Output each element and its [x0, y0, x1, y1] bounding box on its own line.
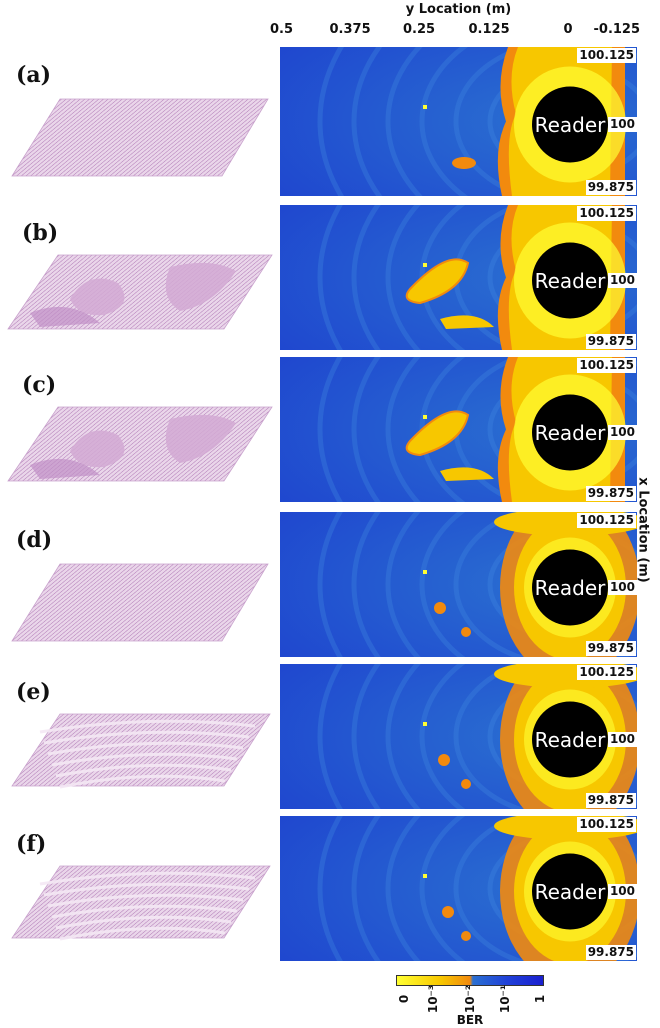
metasurface-plate [11, 563, 269, 642]
panel-label: (c) [22, 372, 57, 398]
y-tick-label: 100.125 [577, 358, 636, 373]
reader-annotation: Reader [534, 727, 606, 752]
metasurface-plate [11, 865, 271, 941]
x-tick-label: 0.5 [270, 22, 294, 37]
metasurface-plate [7, 406, 273, 482]
reader-annotation: Reader [534, 268, 606, 293]
colorbar-tick: 1 [533, 994, 547, 1004]
reader-disk [532, 701, 608, 778]
reader-disk [532, 394, 608, 471]
y-tick-label: 100 [607, 424, 637, 440]
reader-annotation: Reader [534, 575, 606, 600]
x-axis-title: y Location (m) [405, 2, 512, 17]
panel-label: (e) [16, 679, 51, 705]
y-tick-label: 100.125 [577, 665, 636, 680]
metasurface-plate [7, 254, 273, 330]
panel-label: (a) [16, 62, 52, 88]
reader-disk [532, 549, 608, 626]
y-tick-label: 100.125 [577, 48, 636, 63]
y-tick-label: 100 [607, 579, 637, 595]
y-tick-label: 100.125 [577, 513, 636, 528]
colorbar-tick: 10⁻² [463, 984, 477, 1014]
y-tick-label: 100.125 [577, 206, 636, 221]
x-tick-label: 0.125 [468, 22, 510, 37]
colorbar-tick: 10⁻³ [426, 984, 440, 1014]
y-tick-label: 100 [607, 883, 637, 899]
reader-disk [532, 242, 608, 319]
x-tick-label: -0.125 [593, 22, 641, 37]
ber-map [280, 357, 637, 502]
reader-disk [532, 86, 608, 163]
y-tick-label: 99.875 [585, 334, 636, 349]
y-axis-title: x Location (m) [635, 477, 651, 583]
x-tick-label: 0.25 [403, 22, 436, 37]
ber-map [280, 512, 637, 657]
panel-label: (f) [16, 831, 47, 857]
metasurface-plate [11, 98, 269, 177]
x-tick-label: 0.375 [329, 22, 371, 37]
y-tick-label: 99.875 [585, 641, 636, 656]
ber-map [280, 816, 637, 961]
metasurface-plate [11, 713, 271, 789]
colorbar-title: BER [456, 1013, 484, 1027]
panel-label: (b) [22, 220, 59, 246]
colorbar [396, 975, 544, 986]
y-tick-label: 100 [607, 272, 637, 288]
panel-label: (d) [16, 527, 53, 553]
reader-annotation: Reader [534, 112, 606, 137]
reader-annotation: Reader [534, 879, 606, 904]
x-tick-label: 0 [563, 22, 573, 37]
y-tick-label: 100.125 [577, 817, 636, 832]
y-tick-label: 99.875 [585, 180, 636, 195]
ber-map [280, 47, 637, 196]
y-tick-label: 99.875 [585, 793, 636, 808]
colorbar-tick: 0 [397, 994, 411, 1004]
y-tick-label: 100 [607, 116, 637, 132]
reader-annotation: Reader [534, 420, 606, 445]
ber-map [280, 205, 637, 350]
y-tick-label: 100 [607, 731, 637, 747]
colorbar-tick: 10⁻¹ [498, 984, 512, 1014]
reader-disk [532, 853, 608, 930]
y-tick-label: 99.875 [585, 945, 636, 960]
ber-map [280, 664, 637, 809]
y-tick-label: 99.875 [585, 486, 636, 501]
